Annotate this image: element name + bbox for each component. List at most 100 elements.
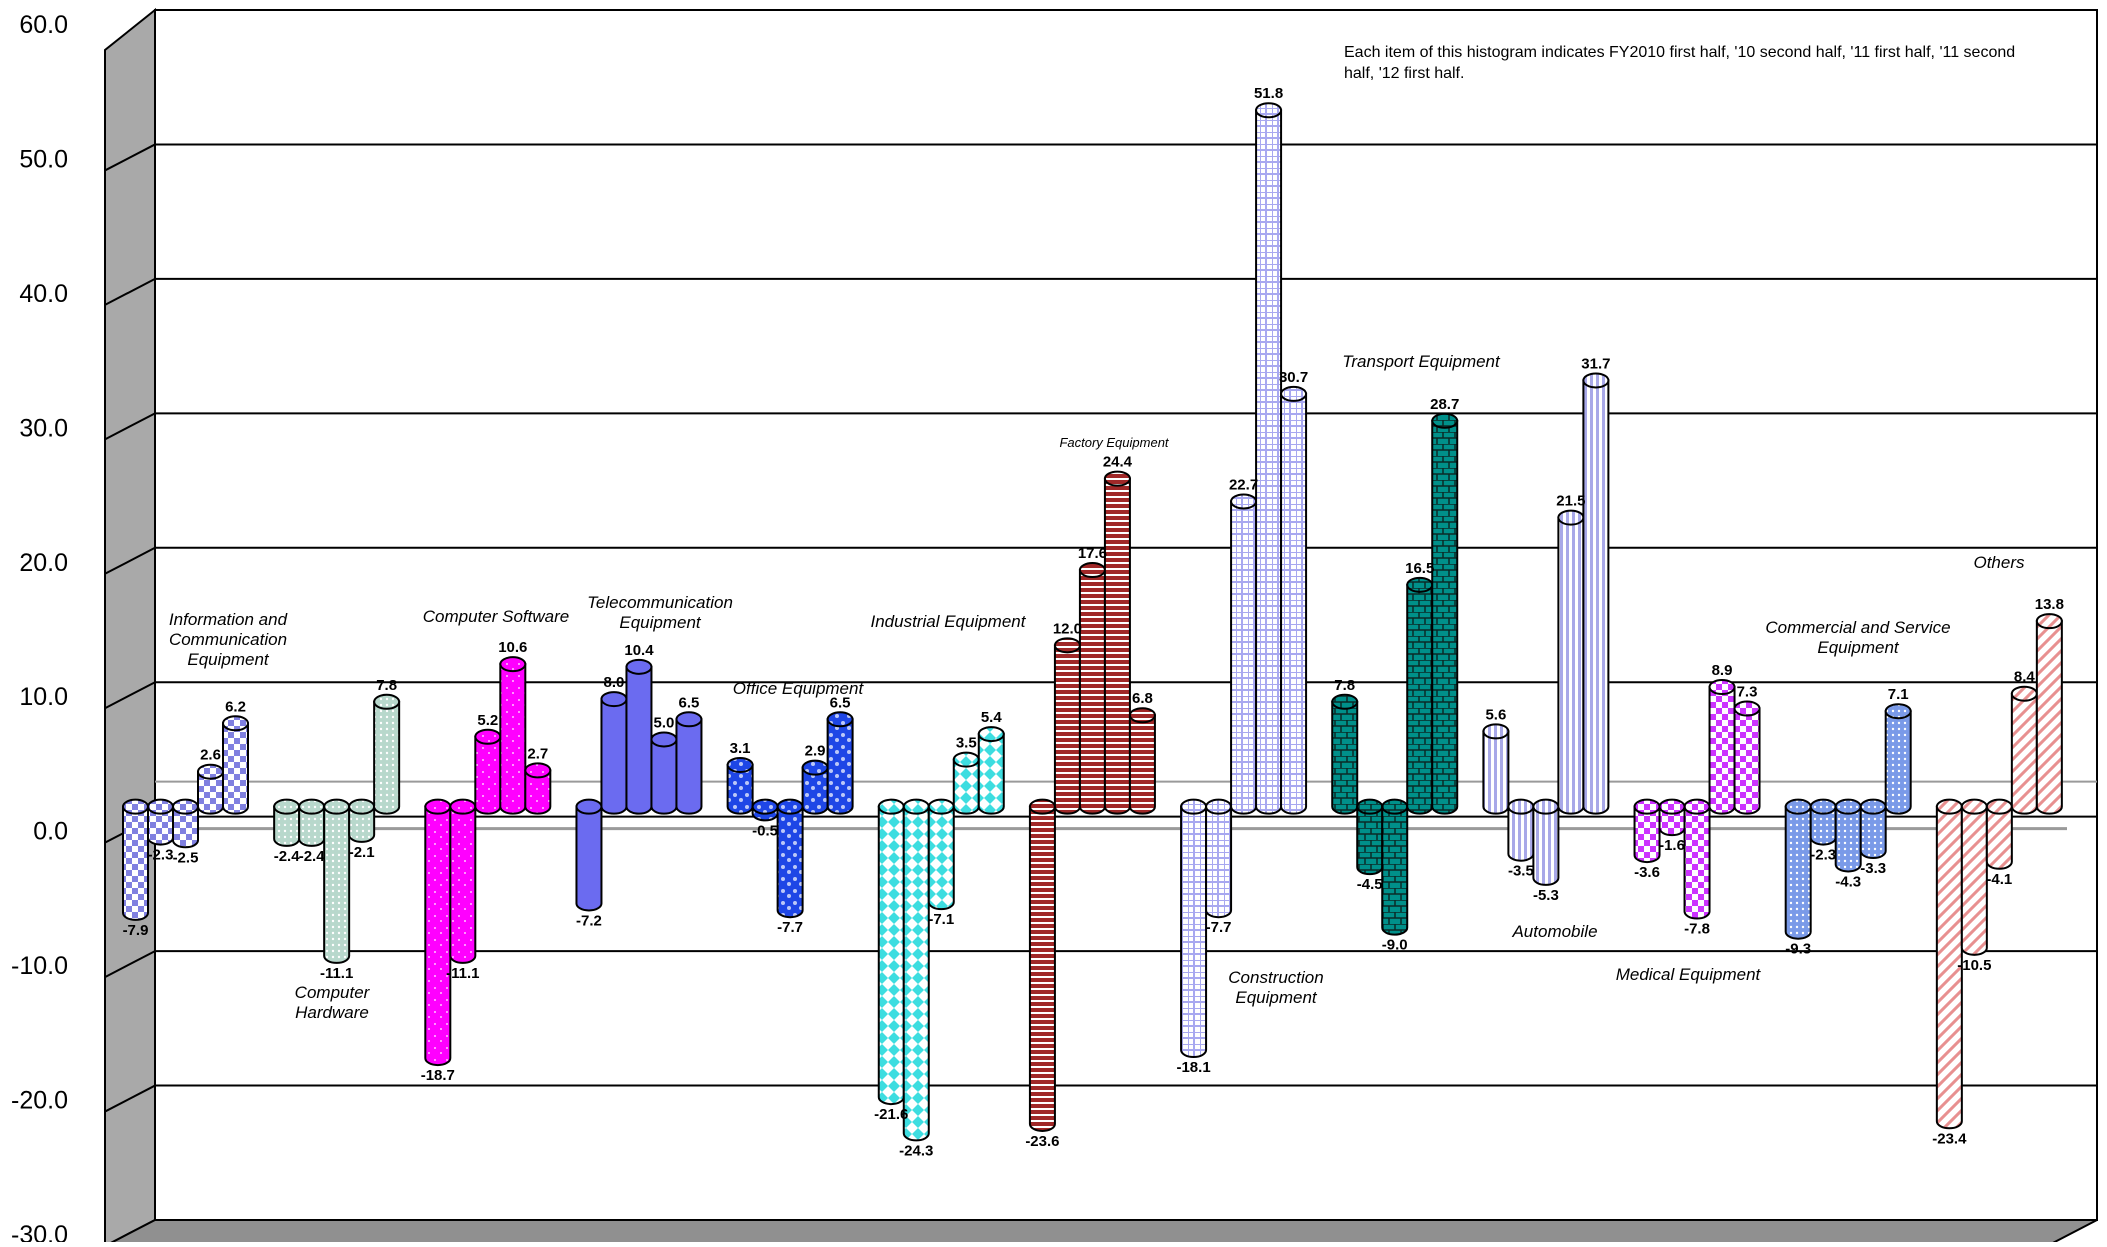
data-label: 8.4 <box>2014 669 2036 686</box>
bar <box>826 718 854 815</box>
bar-cap <box>147 798 174 815</box>
bar-cap <box>1582 372 1610 389</box>
data-label: -21.6 <box>874 1106 908 1123</box>
bar-cap <box>1507 798 1535 815</box>
bar <box>927 805 955 911</box>
bar-cap <box>902 798 930 815</box>
bar-cap <box>1834 798 1862 815</box>
data-label: -9.3 <box>1785 941 1811 958</box>
bar-cap <box>1708 679 1736 696</box>
data-label: 21.5 <box>1556 493 1585 510</box>
data-label: -11.1 <box>446 965 479 982</box>
bar <box>1784 805 1812 940</box>
data-label: -2.3 <box>148 847 174 864</box>
bar-cap <box>801 759 829 776</box>
bar <box>2035 620 2063 815</box>
bar <box>1103 477 1131 815</box>
category-label: Industrial Equipment <box>871 612 1027 631</box>
bar-cap <box>122 798 149 815</box>
data-label: -7.7 <box>1206 919 1232 936</box>
category-label: Computer <box>295 983 371 1002</box>
bar-group <box>1331 412 1459 936</box>
bar-cap <box>348 798 376 815</box>
bar <box>902 805 930 1142</box>
bar-cap <box>1230 493 1258 510</box>
bar <box>1431 419 1459 815</box>
bar-cap <box>1180 798 1208 815</box>
data-label: -4.3 <box>1835 873 1861 890</box>
data-label: -4.5 <box>1357 876 1383 893</box>
data-label: 5.6 <box>1485 706 1506 723</box>
data-label: 2.9 <box>805 743 826 760</box>
bar-cap <box>2010 685 2038 702</box>
bar-group <box>877 726 1005 1142</box>
bar-cap <box>751 798 779 815</box>
bar <box>650 738 678 815</box>
bar-cap <box>424 798 452 815</box>
data-label: 24.4 <box>1103 454 1133 471</box>
bar-group <box>122 715 249 921</box>
bar-cap <box>776 798 804 815</box>
floor <box>104 1219 2098 1247</box>
y-tick-label: -30.0 <box>11 1221 68 1242</box>
bar <box>877 805 905 1106</box>
bar <box>323 805 351 964</box>
bar <box>122 805 149 921</box>
category-label: Construction <box>1228 968 1323 987</box>
bar-cap <box>1884 703 1912 720</box>
bar-group <box>273 693 401 964</box>
bar-cap <box>675 711 703 728</box>
bar-group <box>1028 470 1156 1132</box>
bar <box>1960 805 1988 956</box>
bar <box>952 758 980 815</box>
category-label: Automobile <box>1511 922 1597 941</box>
category-label: Transport Equipment <box>1342 352 1501 371</box>
data-label: 3.1 <box>730 740 751 757</box>
data-label: -23.6 <box>1025 1133 1059 1150</box>
bar <box>1834 805 1862 873</box>
data-label: -18.1 <box>1176 1059 1210 1076</box>
bar <box>776 805 804 919</box>
bar-cap <box>1960 798 1988 815</box>
data-label: -11.1 <box>320 965 353 982</box>
bar <box>424 805 452 1067</box>
data-label: 2.6 <box>200 747 221 764</box>
bar <box>1582 379 1610 815</box>
data-label: -7.2 <box>576 912 602 929</box>
data-label: -23.4 <box>1932 1130 1967 1147</box>
data-label: 17.6 <box>1078 545 1107 562</box>
bar-cap <box>449 798 477 815</box>
bar-cap <box>524 762 552 779</box>
data-label: -1.6 <box>1659 837 1685 854</box>
bar-cap <box>1658 798 1686 815</box>
data-label: 6.5 <box>679 694 700 711</box>
bar-cap <box>1053 637 1081 654</box>
bar-group <box>1633 679 1761 920</box>
bar <box>1078 569 1106 815</box>
bar-cap <box>1935 798 1963 815</box>
bar <box>600 698 628 815</box>
bar-cap <box>877 798 905 815</box>
bar <box>1356 805 1384 876</box>
bar-group <box>1935 613 2063 1130</box>
data-label: 16.5 <box>1405 560 1434 577</box>
data-label: 13.8 <box>2035 596 2064 613</box>
bar-cap <box>2035 613 2063 630</box>
bar <box>1708 686 1736 815</box>
data-label: -0.5 <box>752 822 778 839</box>
bar <box>1935 805 1963 1130</box>
data-label: -3.6 <box>1634 864 1660 881</box>
bar-cap <box>600 691 628 708</box>
bar-group <box>424 656 552 1067</box>
bar <box>1028 805 1056 1132</box>
bar-cap <box>1331 693 1359 710</box>
gridline-side <box>104 1084 156 1113</box>
bar-cap <box>1078 562 1106 579</box>
data-label: 5.2 <box>477 712 498 729</box>
bar-cap <box>826 711 854 728</box>
gridline-side <box>104 143 156 172</box>
gridline-side <box>104 412 156 441</box>
data-label: 6.5 <box>830 694 851 711</box>
bars-layer <box>122 102 2063 1142</box>
data-label: -24.3 <box>899 1142 933 1159</box>
